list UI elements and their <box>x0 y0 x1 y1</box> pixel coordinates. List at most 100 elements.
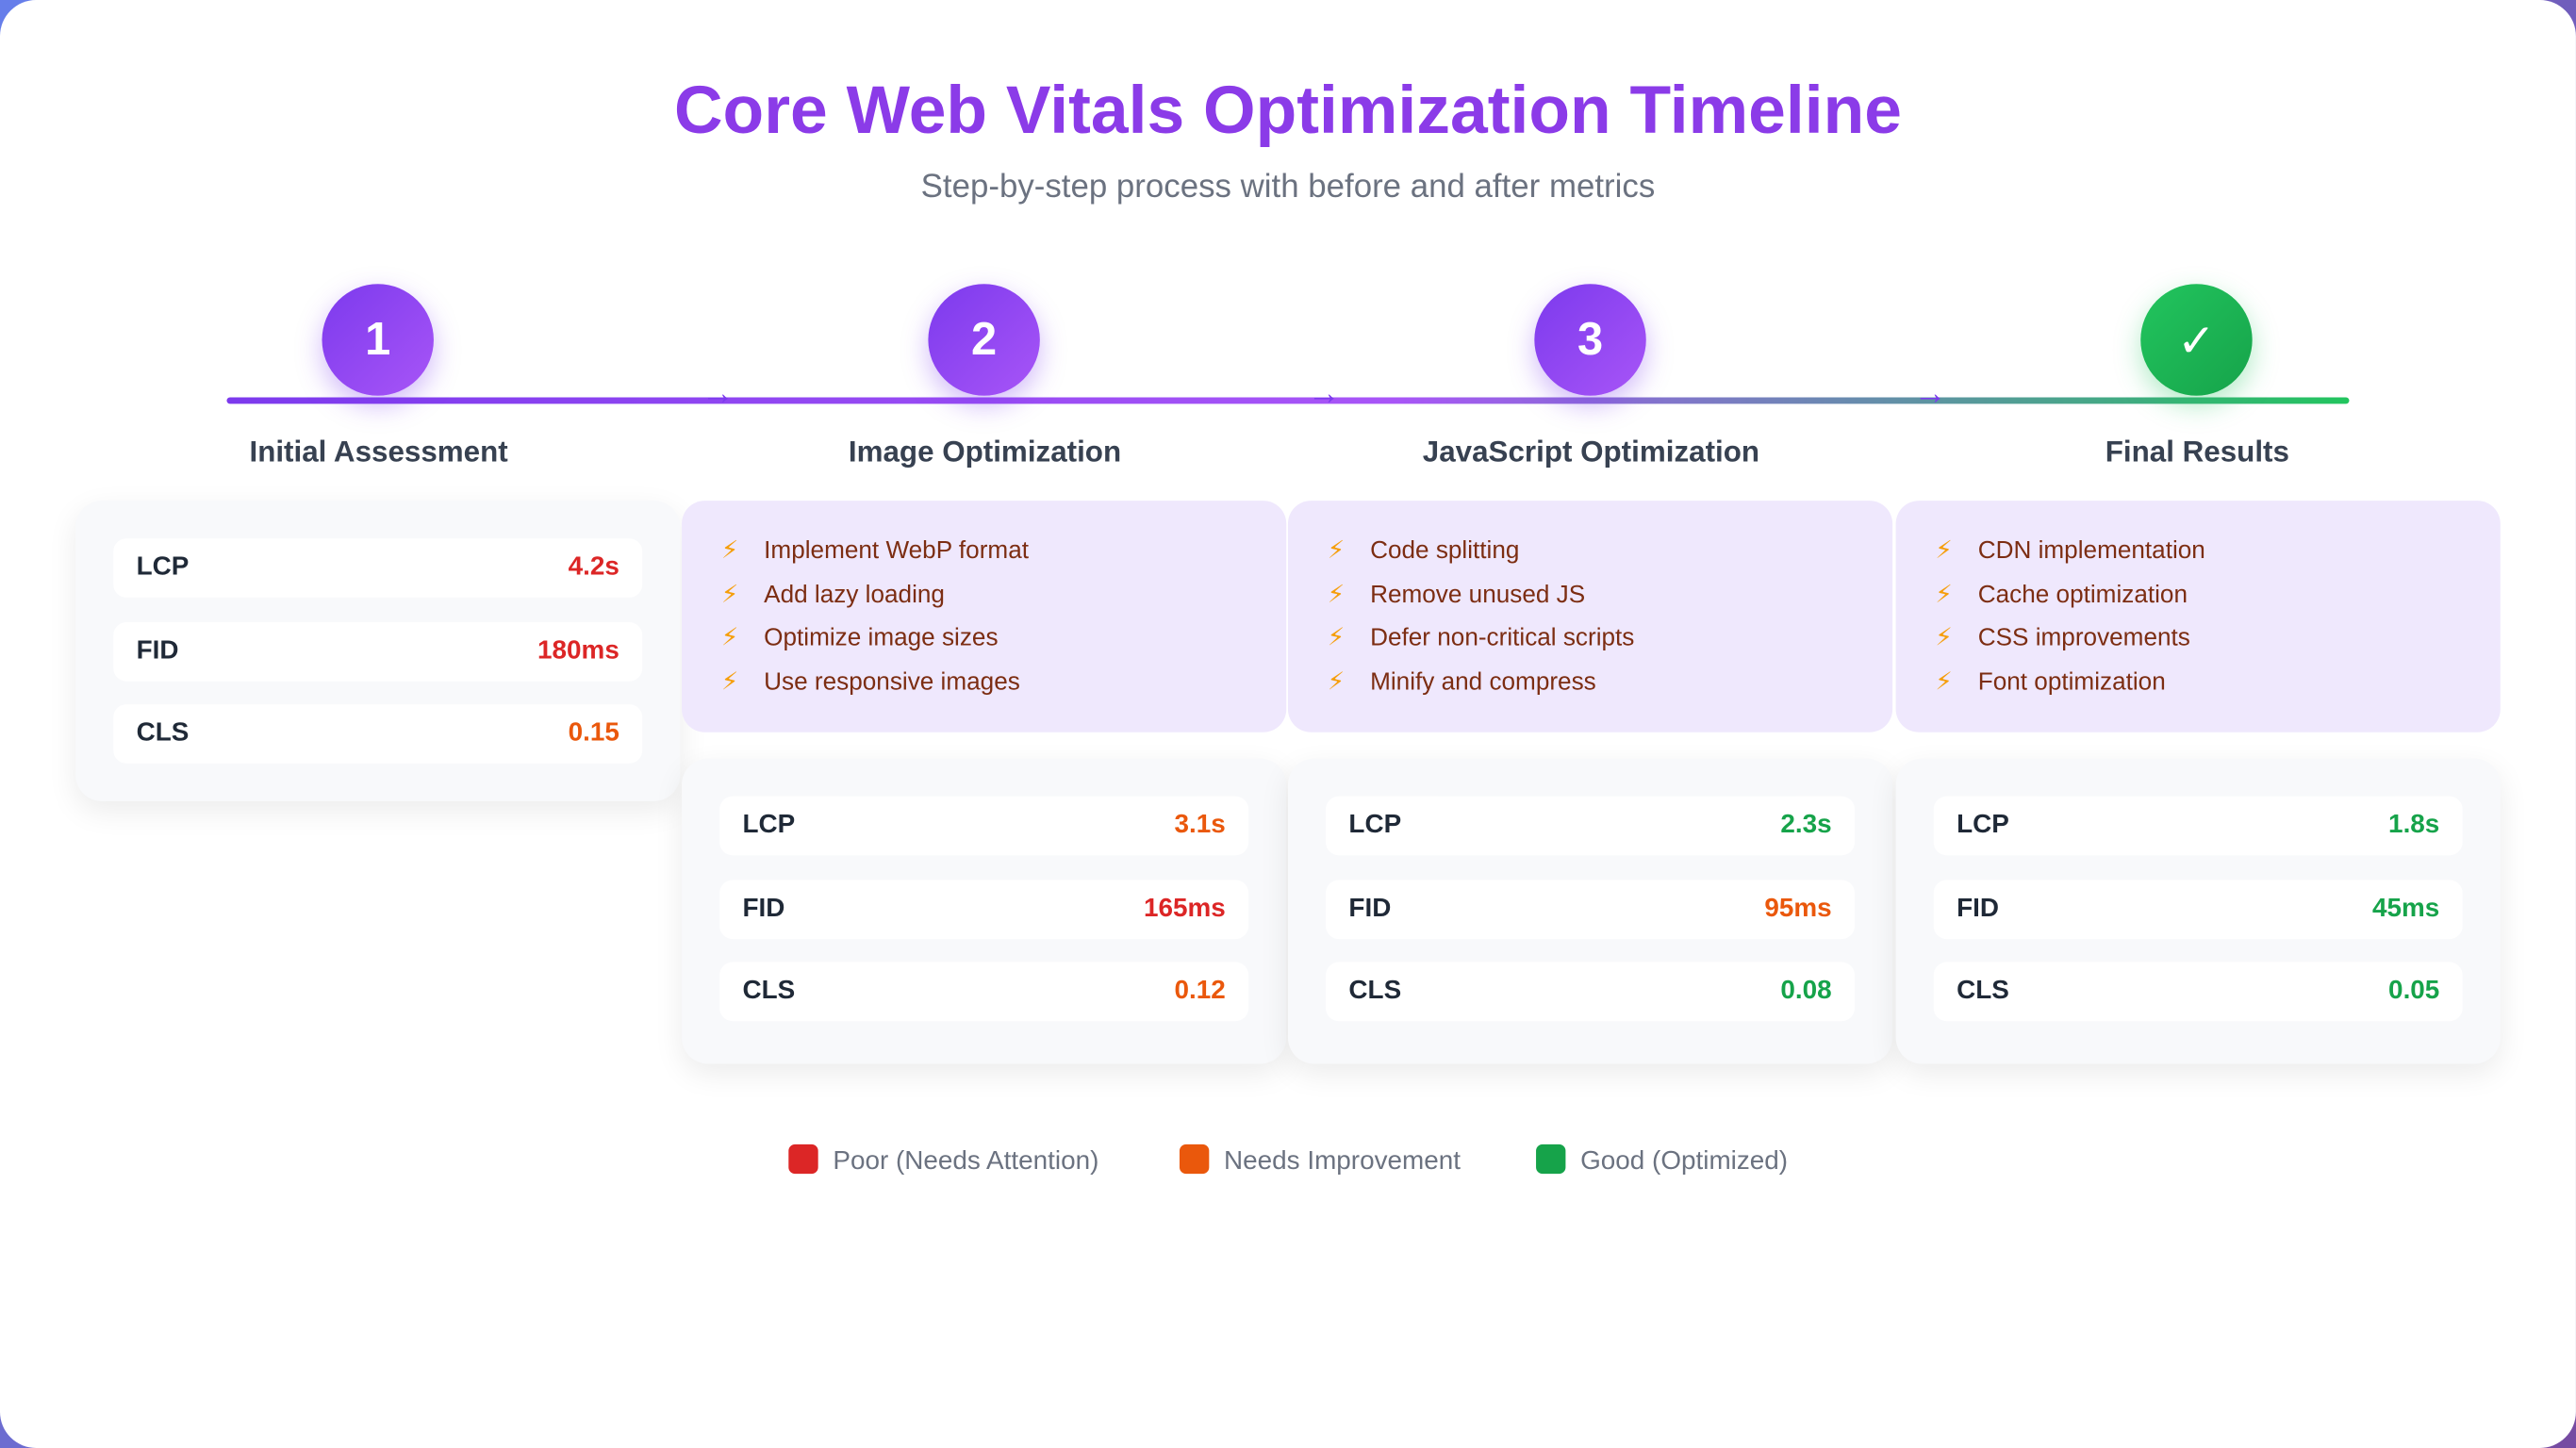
step-title: Image Optimization <box>848 435 1122 469</box>
metric-value: 4.2s <box>568 552 619 582</box>
action-item: ⚡ Implement WebP format <box>721 535 1029 565</box>
metric-row: LCP 2.3s <box>1326 796 1856 856</box>
action-icon: ⚡ <box>1327 580 1346 609</box>
action-icon: ⚡ <box>1327 536 1346 566</box>
action-item: ⚡ Font optimization <box>1935 666 2166 696</box>
legend-item: Poor (Needs Attention) <box>788 1144 1098 1177</box>
metric-value: 0.12 <box>1174 977 1226 1005</box>
metric-value: 0.15 <box>568 718 619 748</box>
legend-label: Good (Optimized) <box>1580 1147 1789 1176</box>
metrics-card: LCP 2.3s FID 95ms CLS 0.08 <box>1287 758 1893 1064</box>
legend-item: Needs Improvement <box>1179 1144 1461 1177</box>
metric-name: LCP <box>1348 811 1402 839</box>
action-item: ⚡ Defer non-critical scripts <box>1327 622 1635 652</box>
action-icon: ⚡ <box>1935 580 1953 609</box>
action-item: ⚡ Remove unused JS <box>1327 579 1586 609</box>
legend-swatch <box>1536 1144 1566 1175</box>
action-icon: ⚡ <box>720 623 739 652</box>
action-item: ⚡ Optimize image sizes <box>720 622 999 652</box>
metrics-card: LCP 4.2s FID 180ms CLS 0.15 <box>75 501 681 801</box>
metric-row: FID 95ms <box>1326 879 1856 939</box>
action-text: Font optimization <box>1977 666 2166 696</box>
step-title: Final Results <box>2105 435 2289 469</box>
action-text: CDN implementation <box>1977 536 2205 566</box>
metric-value: 2.3s <box>1780 811 1832 839</box>
metric-row: CLS 0.15 <box>113 704 643 764</box>
action-icon: ⚡ <box>1935 536 1953 566</box>
metric-name: FID <box>1348 894 1392 922</box>
action-text: Use responsive images <box>764 666 1020 696</box>
timeline-line <box>226 397 2350 404</box>
action-box: ⚡ CDN implementation ⚡ Cache optimization ⚡ C… <box>1895 501 2501 732</box>
legend-label: Needs Improvement <box>1224 1147 1461 1176</box>
metric-name: CLS <box>1348 977 1402 1005</box>
metric-value: 165ms <box>1143 894 1226 922</box>
metric-row: LCP 1.8s <box>1933 796 2463 856</box>
metric-row: LCP 4.2s <box>113 538 643 598</box>
legend-swatch <box>788 1144 818 1175</box>
action-text: Implement WebP format <box>764 536 1030 566</box>
metric-name: FID <box>136 635 179 665</box>
step-title: JavaScript Optimization <box>1422 435 1760 469</box>
action-text: CSS improvements <box>1977 623 2190 652</box>
metric-value: 180ms <box>537 635 619 665</box>
timeline-arrow: → <box>701 375 735 413</box>
metric-name: LCP <box>742 811 796 839</box>
metric-name: CLS <box>742 977 796 1005</box>
action-icon: ⚡ <box>1327 623 1346 652</box>
action-text: Remove unused JS <box>1370 580 1586 609</box>
legend-swatch <box>1179 1144 1210 1175</box>
step-marker: 3 <box>1534 284 1646 396</box>
metric-name: CLS <box>136 718 190 748</box>
metric-row: CLS 0.08 <box>1326 962 1856 1022</box>
metric-value: 0.08 <box>1780 977 1832 1005</box>
action-icon: ⚡ <box>720 666 739 696</box>
action-item: ⚡ Use responsive images <box>720 666 1020 696</box>
metric-name: FID <box>1957 894 1999 922</box>
action-icon: ⚡ <box>1935 666 1953 696</box>
step-marker: 1 <box>322 284 434 396</box>
metric-name: FID <box>742 894 785 922</box>
metric-value: 0.05 <box>2388 977 2440 1005</box>
action-item: ⚡ Add lazy loading <box>720 579 945 609</box>
action-icon: ⚡ <box>1327 666 1346 696</box>
subtitle: Step-by-step process with before and aft… <box>920 169 1656 206</box>
metric-row: CLS 0.12 <box>719 962 1249 1022</box>
action-box: ⚡ Code splitting ⚡ Remove unused JS ⚡ Defer n… <box>1287 501 1893 732</box>
title: Core Web Vitals Optimization Timeline <box>673 72 1902 148</box>
step-title: Initial Assessment <box>249 435 508 469</box>
metric-row: LCP 3.1s <box>719 796 1249 856</box>
metric-value: 1.8s <box>2388 811 2440 839</box>
metric-row: FID 180ms <box>113 621 643 681</box>
action-text: Optimize image sizes <box>764 623 999 652</box>
action-item: ⚡ CDN implementation <box>1935 535 2204 565</box>
metric-row: FID 165ms <box>719 879 1249 939</box>
metric-value: 3.1s <box>1174 811 1226 839</box>
metric-value: 45ms <box>2372 894 2440 922</box>
action-text: Cache optimization <box>1977 580 2188 609</box>
step-marker: ✓ <box>2140 284 2253 396</box>
action-text: Defer non-critical scripts <box>1370 623 1635 652</box>
action-item: ⚡ Minify and compress <box>1327 666 1596 696</box>
timeline-arrow: → <box>1307 375 1341 413</box>
action-text: Minify and compress <box>1370 666 1596 696</box>
metric-name: CLS <box>1957 977 2009 1005</box>
metric-row: FID 45ms <box>1933 879 2463 939</box>
step-marker: 2 <box>928 284 1040 396</box>
action-icon: ⚡ <box>720 536 739 566</box>
action-text: Code splitting <box>1370 536 1520 566</box>
metric-name: LCP <box>136 552 190 582</box>
action-item: ⚡ Cache optimization <box>1935 579 2188 609</box>
action-text: Add lazy loading <box>764 580 945 609</box>
metrics-card: LCP 1.8s FID 45ms CLS 0.05 <box>1895 758 2501 1064</box>
action-icon: ⚡ <box>720 580 739 609</box>
action-box: ⚡ Implement WebP format ⚡ Add lazy loading ⚡… <box>682 501 1287 732</box>
metric-name: LCP <box>1957 811 2009 839</box>
timeline-arrow: → <box>1913 375 1947 413</box>
action-icon: ⚡ <box>1935 623 1953 652</box>
metrics-card: LCP 3.1s FID 165ms CLS 0.12 <box>682 758 1287 1064</box>
metric-value: 95ms <box>1764 894 1832 922</box>
